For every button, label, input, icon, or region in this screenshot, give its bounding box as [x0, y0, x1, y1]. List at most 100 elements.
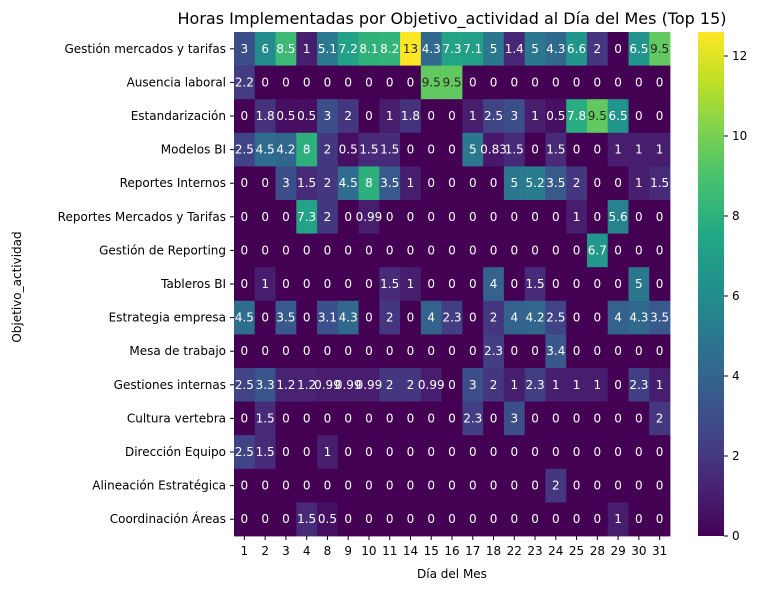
y-tick-label: Reportes Mercados y Tarifas: [58, 210, 226, 224]
heatmap-cell: [275, 200, 297, 234]
heatmap-cell: [503, 233, 526, 268]
y-tick-label: Estandarización: [131, 109, 226, 123]
heatmap-cell: [296, 468, 318, 503]
cell-value-label: 0: [282, 210, 290, 224]
cell-value-label: 0: [614, 378, 622, 392]
heatmap-cell: [462, 300, 484, 335]
y-tick-label: Alineación Estratégica: [92, 479, 226, 493]
cell-value-label: 0: [531, 75, 539, 89]
y-tick-label: Dirección Equipo: [125, 445, 226, 459]
cell-value-label: 0: [614, 42, 622, 56]
cell-value-label: 0: [448, 411, 456, 425]
heatmap-cell: [379, 132, 401, 167]
cell-value-label: 0: [261, 311, 269, 325]
cell-value-label: 1: [407, 176, 415, 190]
heatmap-cell: [503, 368, 526, 402]
heatmap-cell: [400, 300, 422, 335]
cell-value-label: 0: [635, 512, 643, 526]
heatmap-cell: [296, 368, 318, 402]
heatmap-cell: [462, 368, 484, 402]
cell-value-label: 1: [656, 143, 664, 157]
heatmap-cell: [628, 468, 650, 503]
cell-value-label: 0: [469, 479, 477, 493]
cell-value-label: 13: [403, 42, 418, 56]
cell-value-label: 0.5: [546, 109, 565, 123]
cell-value-label: 0: [490, 512, 498, 526]
heatmap-cell: [566, 401, 588, 436]
heatmap-cell: [462, 32, 484, 66]
heatmap-cell: [358, 368, 380, 402]
cell-value-label: 2.5: [546, 311, 565, 325]
cell-value-label: 0: [365, 311, 373, 325]
heatmap-cell: [586, 65, 609, 100]
heatmap-cell: [275, 401, 297, 436]
cell-value-label: 3.1: [318, 311, 337, 325]
cell-value-label: 1: [303, 42, 311, 56]
heatmap-cell: [566, 233, 588, 268]
cell-value-label: 0: [594, 344, 602, 358]
colorbar-tick-label: 0: [732, 529, 740, 543]
heatmap-cell: [545, 233, 567, 268]
heatmap-cell: [607, 267, 629, 302]
cell-value-label: 0: [282, 344, 290, 358]
colorbar-tick-label: 6: [732, 289, 740, 303]
cell-value-label: 0: [365, 411, 373, 425]
cell-value-label: 1: [261, 277, 269, 291]
heatmap-cell: [524, 300, 546, 335]
heatmap-cell: [337, 166, 359, 201]
cell-value-label: 4.5: [339, 176, 358, 190]
cell-value-label: 0: [303, 75, 311, 89]
cell-value-label: 4: [510, 311, 518, 325]
cell-value-label: 0: [656, 210, 664, 224]
cell-value-label: 1.5: [297, 176, 316, 190]
heatmap-cell: [420, 468, 443, 503]
cell-value-label: 0: [386, 445, 394, 459]
cell-value-label: 0: [386, 243, 394, 257]
heatmap-cell: [441, 166, 463, 201]
cell-value-label: 0: [469, 277, 477, 291]
cell-value-label: 2: [324, 210, 332, 224]
cell-value-label: 0: [407, 479, 415, 493]
heatmap-cell: [441, 32, 463, 66]
cell-value-label: 2: [407, 378, 415, 392]
cell-value-label: 6: [261, 42, 269, 56]
cell-value-label: 0: [531, 411, 539, 425]
heatmap-cell: [628, 435, 650, 470]
heatmap-cell: [649, 32, 671, 66]
cell-value-label: 0: [614, 344, 622, 358]
heatmap-cell: [649, 468, 671, 503]
heatmap-cell: [649, 65, 671, 100]
cell-value-label: 0: [427, 445, 435, 459]
heatmap-cell: [254, 32, 276, 66]
heatmap-cell: [483, 502, 505, 537]
cell-value-label: 1.4: [505, 42, 524, 56]
x-tick-label: 3: [282, 544, 290, 558]
cell-value-label: 0: [448, 109, 456, 123]
cell-value-label: 1.5: [526, 277, 545, 291]
cell-value-label: 0: [510, 512, 518, 526]
cell-value-label: 0: [407, 344, 415, 358]
cell-value-label: 0: [573, 479, 581, 493]
cell-value-label: 1.5: [256, 411, 275, 425]
cell-value-label: 8.5: [276, 42, 295, 56]
cell-value-label: 6.5: [629, 42, 648, 56]
heatmap-cell: [337, 233, 359, 268]
cell-value-label: 0: [635, 344, 643, 358]
heatmap-cell: [441, 368, 463, 402]
cell-value-label: 0: [407, 210, 415, 224]
cell-value-label: 0: [386, 75, 394, 89]
heatmap-cell: [296, 502, 318, 537]
heatmap-cell: [545, 99, 567, 134]
cell-value-label: 5: [469, 143, 477, 157]
heatmap-cell: [566, 200, 588, 234]
cell-value-label: 6.6: [567, 42, 586, 56]
heatmap-cell: [503, 300, 526, 335]
heatmap-cell: [524, 334, 546, 369]
cell-value-label: 0: [614, 445, 622, 459]
cell-value-label: 0: [594, 445, 602, 459]
heatmap-cell: [628, 233, 650, 268]
cell-value-label: 4.3: [629, 311, 648, 325]
x-tick-label: 22: [507, 544, 522, 558]
cell-value-label: 4: [427, 311, 435, 325]
cell-value-label: 0: [594, 75, 602, 89]
